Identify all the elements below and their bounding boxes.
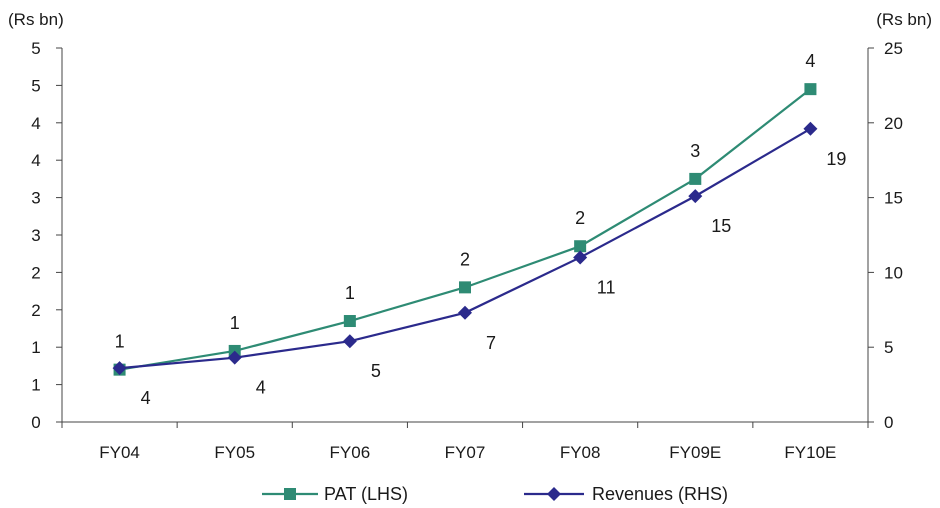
data-label: 4	[141, 388, 151, 408]
diamond-marker	[112, 361, 127, 376]
legend-item: PAT (LHS)	[262, 484, 408, 504]
data-label: 1	[115, 332, 125, 352]
left-tick-label: 3	[31, 226, 40, 245]
x-tick-label: FY08	[560, 443, 601, 462]
left-tick-label: 1	[31, 338, 40, 357]
left-tick-label: 4	[31, 114, 40, 133]
diamond-marker	[573, 250, 588, 265]
x-tick-label: FY05	[214, 443, 255, 462]
diamond-marker	[227, 350, 242, 365]
right-tick-label: 5	[884, 338, 893, 357]
data-label: 11	[597, 277, 616, 297]
data-label: 3	[690, 141, 700, 161]
data-label: 15	[711, 216, 731, 236]
left-tick-label: 2	[31, 263, 40, 282]
left-tick-label: 5	[31, 39, 40, 58]
data-label: 5	[371, 361, 381, 381]
x-tick-label: FY09E	[669, 443, 721, 462]
x-tick-label: FY07	[445, 443, 486, 462]
data-label: 19	[826, 149, 846, 169]
data-label: 4	[256, 378, 266, 398]
square-marker	[689, 172, 702, 185]
left-tick-label: 5	[31, 76, 40, 95]
right-tick-label: 20	[884, 114, 903, 133]
left-tick-label: 4	[31, 151, 40, 170]
diamond-marker	[547, 487, 561, 501]
right-axis-unit-label: (Rs bn)	[876, 10, 932, 29]
square-marker	[804, 83, 817, 96]
diamond-marker	[458, 305, 472, 320]
right-tick-label: 15	[884, 189, 903, 208]
square-marker	[343, 315, 356, 328]
data-label: 1	[345, 283, 355, 303]
legend-label: Revenues (RHS)	[592, 484, 728, 504]
legend-label: PAT (LHS)	[324, 484, 408, 504]
x-tick-label: FY06	[330, 443, 371, 462]
square-marker	[459, 281, 471, 294]
x-tick-label: FY04	[99, 443, 140, 462]
legend-item: Revenues (RHS)	[524, 484, 728, 504]
diamond-marker	[342, 334, 357, 349]
left-tick-label: 1	[31, 376, 40, 395]
data-label: 2	[460, 249, 470, 269]
left-tick-label: 2	[31, 301, 40, 320]
data-label: 1	[230, 313, 240, 333]
right-tick-label: 0	[884, 413, 893, 432]
diamond-marker	[803, 121, 818, 136]
left-tick-label: 0	[31, 413, 40, 432]
series-line	[119, 88, 812, 371]
left-tick-label: 3	[31, 189, 40, 208]
square-marker	[284, 488, 296, 500]
legend: PAT (LHS) Revenues (RHS)	[262, 484, 728, 504]
diamond-marker	[688, 189, 703, 204]
right-tick-label: 10	[884, 263, 903, 282]
data-label: 7	[486, 333, 496, 353]
data-label: 2	[575, 208, 585, 228]
data-label: 4	[805, 51, 815, 71]
left-axis-unit-label: (Rs bn)	[8, 10, 64, 29]
right-tick-label: 25	[884, 39, 903, 58]
square-marker	[574, 240, 587, 253]
x-tick-label: FY10E	[784, 443, 836, 462]
